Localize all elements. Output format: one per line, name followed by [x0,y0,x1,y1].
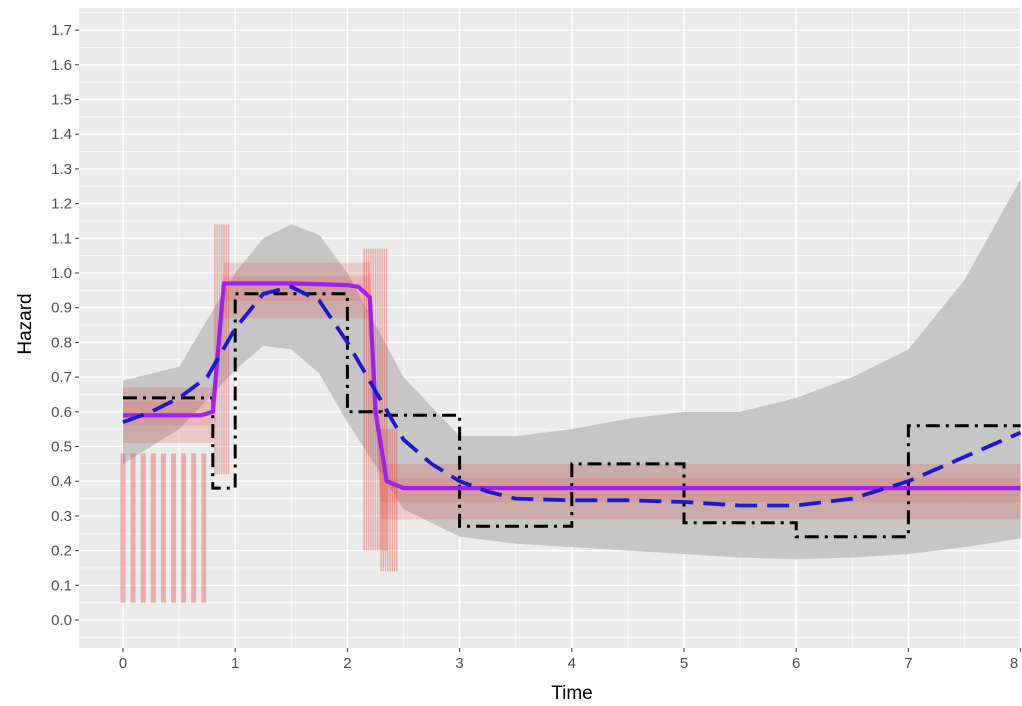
y-tick-label: 0.0 [51,612,72,629]
y-axis-title: Hazard [15,293,36,354]
y-tick-label: 1.2 [51,196,72,213]
tick-layer: 0 1 2 3 4 5 6 7 8 0.0 0.1 0.2 0.3 0.4 0.5 0.6 0.7 0.8 0.9 1… [51,22,1022,672]
x-tick-label: 0 [119,655,127,672]
y-tick-label: 0.2 [51,543,72,560]
y-tick-label: 1.6 [51,57,72,74]
confidence-band [123,179,1021,560]
solid-line [123,281,1021,491]
x-tick-label: 8 [1010,655,1018,672]
x-axis-title: Time [551,683,593,704]
y-tick-label: 1.4 [51,126,72,143]
y-tick-label: 1.1 [51,230,72,247]
x-tick-label: 6 [792,655,800,672]
y-tick-label: 0.1 [51,577,72,594]
y-tick-label: 0.6 [51,404,72,421]
y-tick-label: 0.4 [51,473,72,490]
x-tick-label: 3 [455,655,463,672]
y-tick-label: 1.3 [51,161,72,178]
dashed-line [122,284,1022,508]
y-tick-label: 1.0 [51,265,72,282]
y-tick-label: 0.5 [51,439,72,456]
posterior-sample-core [123,276,1021,503]
confidence-band-layer [123,179,1021,560]
y-tick-label: 0.7 [51,369,72,386]
x-tick-label: 2 [343,655,351,672]
y-tick-label: 1.5 [51,92,72,109]
x-tick-label: 1 [231,655,239,672]
series-layer [122,281,1022,539]
x-tick-label: 7 [904,655,912,672]
y-tick-label: 0.9 [51,300,72,317]
x-tick-label: 4 [568,655,576,672]
y-tick-label: 1.7 [51,22,72,39]
y-tick-label: 0.3 [51,508,72,525]
y-tick-label: 0.8 [51,334,72,351]
x-tick-label: 5 [680,655,688,672]
dashdot-step-line [123,292,1021,539]
